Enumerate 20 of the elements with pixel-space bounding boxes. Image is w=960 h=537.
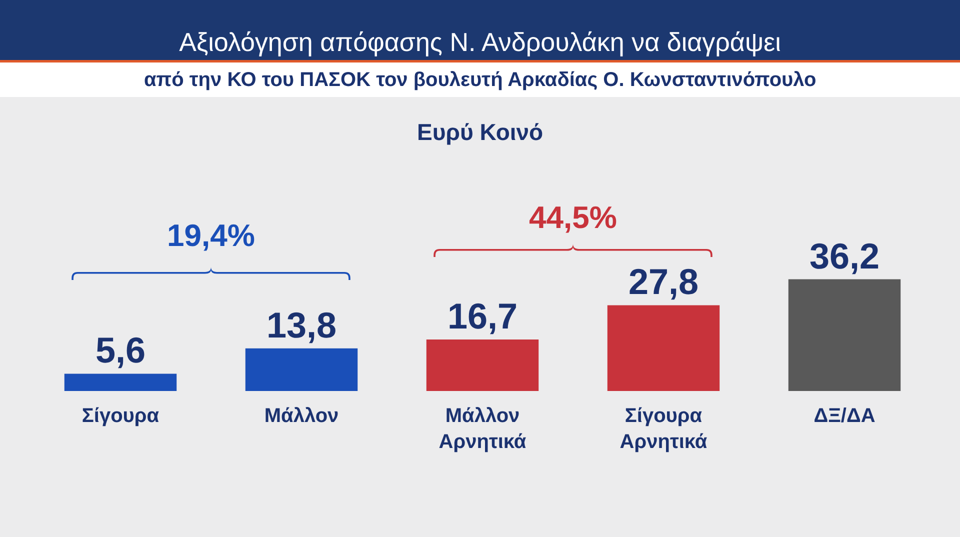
data-label: 5,6: [95, 330, 146, 371]
x-tick-label: Σίγουρα: [82, 405, 160, 427]
data-label: 36,2: [809, 235, 880, 276]
data-label: 13,8: [266, 304, 337, 346]
bar: [607, 305, 720, 391]
x-tick-label: Μάλλον Αρνητικά: [438, 405, 527, 453]
x-tick-label: Σίγουρα Αρνητικά: [620, 405, 708, 453]
chart-title: Αξιολόγηση απόφασης Ν. Ανδρουλάκη να διαγράψει: [179, 27, 782, 58]
bar: [64, 374, 177, 391]
x-tick-label: Μάλλον: [264, 405, 339, 427]
chart-subtitle: από την ΚΟ του ΠΑΣΟΚ τον βουλευτή Αρκαδίας Ο. Κωνσταντινόπουλο: [144, 69, 816, 91]
bar: [788, 279, 901, 391]
text: 44,5%: [529, 200, 617, 235]
data-label: 16,7: [447, 295, 518, 336]
text: 19,4%: [167, 218, 255, 253]
x-tick-label: ΔΞ/ΔΑ: [814, 405, 876, 427]
text: Ευρύ Κοινό: [417, 119, 544, 145]
bar: [426, 339, 539, 391]
data-label: 27,8: [628, 261, 699, 302]
bar: [245, 348, 358, 391]
